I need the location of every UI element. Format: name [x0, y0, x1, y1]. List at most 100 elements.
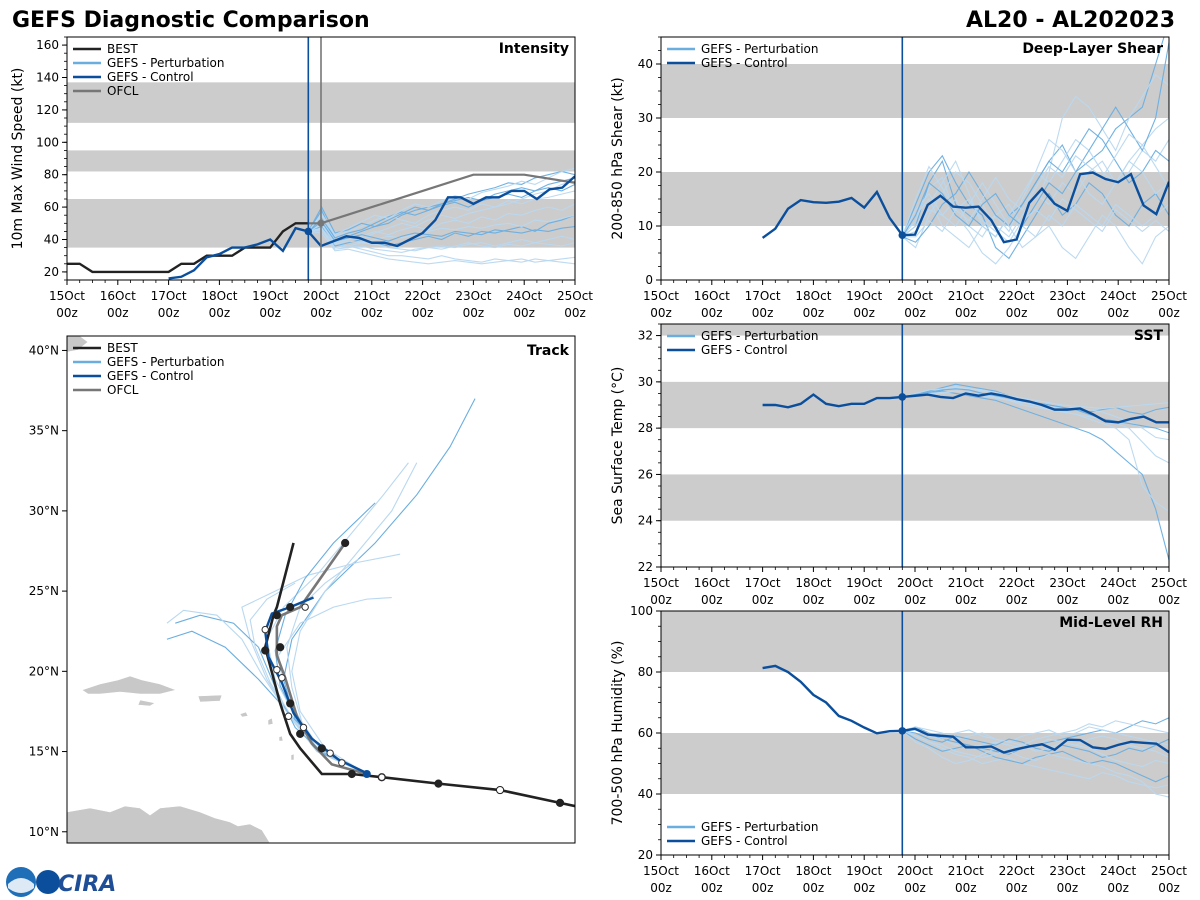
intensity-xtick-sublabel: 00z	[361, 306, 383, 320]
rh-ylabel: 700-500 hPa Humidity (%)	[610, 641, 626, 826]
shear-band	[661, 64, 1169, 118]
sst-control-line	[762, 392, 1169, 424]
rh-perturbation-line	[902, 730, 1169, 758]
shear-xtick-label: 17Oct	[745, 289, 781, 303]
track-perturbation-line	[291, 462, 418, 775]
shear-xtick-sublabel: 00z	[1107, 306, 1129, 320]
storm-id-title: AL20 - AL202023	[966, 8, 1175, 33]
rh-xtick-sublabel: 00z	[1158, 881, 1180, 895]
track-lat-tick-label: 15°N	[29, 745, 59, 759]
sst-xtick-sublabel: 00z	[1057, 593, 1079, 607]
track-best-point	[495, 785, 505, 795]
track-land	[81, 675, 178, 695]
rh-perturbation-line	[901, 730, 1169, 798]
track-ofcl-point	[301, 603, 309, 611]
sst-ytick-label: 32	[638, 329, 653, 343]
rh-control-init-point	[898, 727, 907, 735]
noaa-wave-icon	[8, 878, 34, 893]
intensity-ytick-label: 80	[44, 168, 59, 182]
cira-wordmark: CIRA	[58, 872, 116, 897]
track-best-point	[341, 538, 350, 548]
cira-logo: CIRA	[6, 867, 116, 897]
track-perturbation-line	[249, 582, 368, 775]
intensity-control-init-point	[304, 227, 313, 236]
rh-ytick-label: 80	[638, 665, 653, 679]
shear-xtick-sublabel: 00z	[1006, 306, 1028, 320]
track-land	[278, 735, 284, 742]
intensity-xtick-sublabel: 00z	[513, 306, 535, 320]
intensity-xtick-sublabel: 00z	[56, 306, 78, 320]
sst-ytick-label: 30	[638, 375, 653, 389]
shear-ytick-label: 20	[638, 165, 653, 179]
rh-plot-area	[661, 611, 1169, 798]
rh-perturbation-line	[902, 730, 1169, 768]
track-perturbation-line	[282, 398, 476, 775]
rh-panel: 20 40 60 80 100 15Oct 00z 16Oct 00z 17Oct 00z 18Oct…	[610, 604, 1187, 895]
intensity-ytick-label: 120	[36, 103, 59, 117]
intensity-xtick-label: 23Oct	[455, 289, 491, 303]
intensity-best-line	[67, 222, 309, 274]
intensity-legend-label: GEFS - Control	[107, 70, 194, 84]
rh-legend-label: GEFS - Perturbation	[701, 820, 818, 834]
intensity-ytick-label: 160	[36, 38, 59, 52]
track-ofcl-point	[278, 674, 286, 682]
intensity-perturbation-line	[308, 203, 575, 244]
intensity-ytick-label: 20	[44, 265, 59, 279]
shear-ytick-label: 30	[638, 111, 653, 125]
intensity-ytick-label: 40	[44, 233, 59, 247]
sst-legend-label: GEFS - Perturbation	[701, 329, 818, 343]
intensity-perturbation-line	[308, 229, 575, 254]
intensity-xtick-label: 15Oct	[49, 289, 85, 303]
track-perturbation-line	[286, 558, 368, 775]
sst-xtick-label: 25Oct	[1151, 576, 1187, 590]
shear-xtick-sublabel: 00z	[650, 306, 672, 320]
sst-xtick-label: 21Oct	[948, 576, 984, 590]
shear-ylabel: 200-850 hPa Shear (kt)	[610, 77, 626, 239]
track-lat-tick-label: 20°N	[29, 664, 59, 678]
shear-xtick-sublabel: 00z	[803, 306, 825, 320]
intensity-ytick-label: 140	[36, 71, 59, 85]
track-best-point	[272, 611, 281, 620]
shear-xtick-label: 24Oct	[1100, 289, 1136, 303]
sst-perturbation-line	[902, 387, 1169, 410]
shear-xtick-sublabel: 00z	[701, 306, 723, 320]
sst-xtick-sublabel: 00z	[904, 593, 926, 607]
shear-perturbation-line	[901, 181, 1169, 265]
track-lat-tick-label: 25°N	[29, 584, 59, 598]
rh-xtick-label: 15Oct	[643, 864, 679, 878]
sst-xtick-sublabel: 00z	[803, 593, 825, 607]
track-land	[239, 711, 249, 718]
rh-xtick-label: 25Oct	[1151, 864, 1187, 878]
shear-xtick-sublabel: 00z	[752, 306, 774, 320]
rh-xtick-sublabel: 00z	[955, 881, 977, 895]
rh-xtick-label: 24Oct	[1100, 864, 1136, 878]
intensity-perturbation-line	[307, 183, 575, 239]
sst-xtick-label: 16Oct	[694, 576, 730, 590]
track-land	[137, 699, 156, 707]
sst-title: SST	[1134, 328, 1164, 344]
shear-perturbation-line	[901, 133, 1169, 237]
rh-ytick-label: 20	[638, 848, 653, 862]
track-best-point	[347, 769, 356, 779]
track-plot-area	[67, 336, 575, 843]
track-panel: 10°N15°N20°N25°N30°N35°N40°N TrackBESTGEF…	[29, 335, 576, 844]
intensity-ytick-label: 100	[36, 135, 59, 149]
rh-xtick-label: 22Oct	[999, 864, 1035, 878]
sst-xtick-label: 17Oct	[745, 576, 781, 590]
rh-xtick-sublabel: 00z	[853, 881, 875, 895]
shear-panel: 0 10 20 30 40 15Oct 00z 16Oct 00z 17Oct 00z 18Oct 00…	[610, 36, 1187, 320]
intensity-xtick-sublabel: 00z	[158, 306, 180, 320]
track-control-init-point	[362, 770, 371, 779]
sst-band	[661, 381, 1169, 429]
sst-legend-label: GEFS - Control	[701, 343, 788, 357]
shear-xtick-label: 18Oct	[795, 289, 831, 303]
shear-ytick-label: 10	[638, 219, 653, 233]
rh-ytick-label: 60	[638, 726, 653, 740]
sst-ytick-label: 28	[638, 421, 653, 435]
sst-control-init-point	[898, 393, 907, 401]
sst-band	[661, 324, 1169, 336]
sst-xtick-sublabel: 00z	[1158, 593, 1180, 607]
track-title: Track	[527, 343, 570, 359]
main-title: GEFS Diagnostic Comparison	[12, 8, 370, 33]
rh-xtick-sublabel: 00z	[752, 881, 774, 895]
